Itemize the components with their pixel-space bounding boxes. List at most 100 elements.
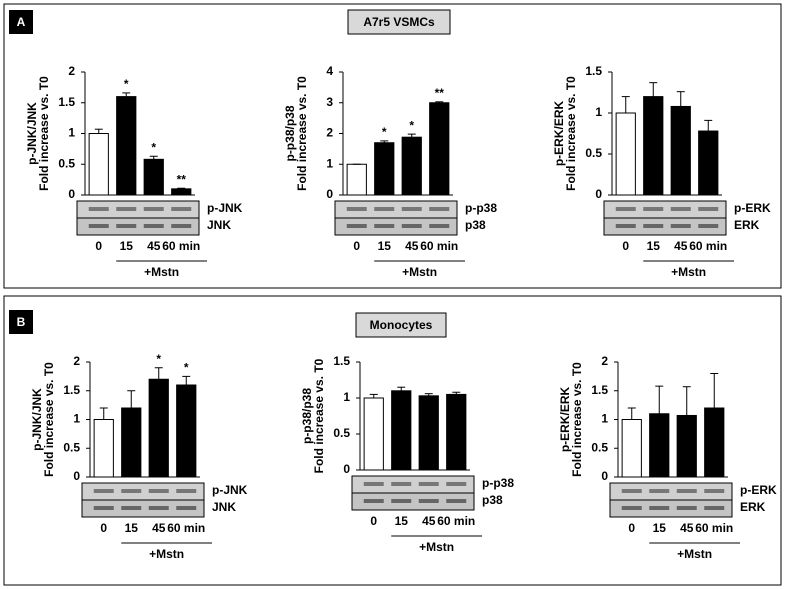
panel-frame bbox=[3, 295, 782, 586]
x-tick-label: 60 min bbox=[420, 239, 458, 253]
blot-band bbox=[116, 224, 137, 228]
blot-band bbox=[148, 489, 169, 493]
y-tick-label: 1 bbox=[326, 156, 333, 170]
x-tick-label: 45 bbox=[405, 239, 419, 253]
x-tick-label: 15 bbox=[395, 514, 409, 528]
y-tick-label: 1 bbox=[343, 390, 350, 404]
blot-band bbox=[649, 506, 670, 510]
blot-label: p-ERK bbox=[740, 483, 777, 497]
x-tick-label: 60 min bbox=[695, 521, 733, 535]
blot-band bbox=[171, 224, 192, 228]
blot-band bbox=[171, 207, 192, 211]
y-tick-label: 1 bbox=[73, 412, 80, 426]
blot bbox=[334, 217, 458, 236]
bar bbox=[429, 102, 450, 196]
blot bbox=[81, 499, 205, 518]
blot-band bbox=[676, 489, 697, 493]
blot-label: JNK bbox=[212, 500, 236, 514]
blot-band bbox=[176, 506, 197, 510]
y-tick-label: 3 bbox=[326, 95, 333, 109]
bar bbox=[704, 407, 725, 478]
x-tick-label: 0 bbox=[353, 239, 360, 253]
blot-label: p-p38 bbox=[465, 201, 497, 215]
x-tick-label: 0 bbox=[622, 239, 629, 253]
blot-band bbox=[643, 224, 664, 228]
blot-band bbox=[615, 224, 636, 228]
bar bbox=[93, 419, 114, 478]
y-tick-label: 0 bbox=[595, 187, 602, 201]
blot-band bbox=[698, 224, 719, 228]
y-tick-label: 1 bbox=[595, 105, 602, 119]
blot-label: p38 bbox=[465, 218, 486, 232]
bar bbox=[649, 413, 670, 478]
blot-label: p-ERK bbox=[734, 201, 771, 215]
blot-band bbox=[621, 489, 642, 493]
blot-band bbox=[446, 482, 467, 486]
y-axis-label: p-JNK/JNK bbox=[25, 102, 39, 165]
significance: ** bbox=[177, 172, 187, 186]
bar bbox=[698, 130, 719, 196]
y-axis-label: Fold increase vs. T0 bbox=[564, 76, 578, 191]
y-tick-label: 0.5 bbox=[585, 146, 602, 160]
panel-frame bbox=[3, 3, 782, 289]
y-tick-label: 1.5 bbox=[63, 383, 80, 397]
bar bbox=[418, 395, 439, 471]
y-axis-label: Fold increase vs. T0 bbox=[42, 362, 56, 477]
blot-band bbox=[391, 482, 412, 486]
blot-band bbox=[93, 506, 114, 510]
x-tick-label: 45 bbox=[680, 521, 694, 535]
blot bbox=[76, 217, 200, 236]
bar bbox=[346, 163, 367, 196]
blot-band bbox=[88, 224, 109, 228]
blot-band bbox=[121, 489, 142, 493]
y-tick-label: 2 bbox=[73, 354, 80, 368]
significance: * bbox=[124, 77, 129, 91]
blot-band bbox=[148, 506, 169, 510]
blot-band bbox=[649, 489, 670, 493]
significance: * bbox=[156, 352, 161, 366]
blot-band bbox=[143, 224, 164, 228]
blot-band bbox=[670, 207, 691, 211]
x-tick-label: 45 bbox=[674, 239, 688, 253]
blot-band bbox=[93, 489, 114, 493]
panel-title: A7r5 VSMCs bbox=[363, 15, 435, 29]
blot-band bbox=[374, 224, 395, 228]
x-tick-label: 0 bbox=[370, 514, 377, 528]
bar bbox=[143, 158, 164, 196]
blot-label: p-p38 bbox=[482, 476, 514, 490]
y-tick-label: 1 bbox=[601, 412, 608, 426]
treatment-label: +Mstn bbox=[149, 547, 184, 561]
blot-band bbox=[346, 224, 367, 228]
blot bbox=[351, 492, 475, 511]
treatment-label: +Mstn bbox=[402, 265, 437, 279]
bar bbox=[363, 397, 384, 471]
y-tick-label: 1.5 bbox=[58, 95, 75, 109]
blot-band bbox=[429, 224, 450, 228]
y-axis-label: Fold increase vs. T0 bbox=[37, 76, 51, 191]
blot-band bbox=[401, 224, 422, 228]
panel-label: A bbox=[17, 15, 26, 29]
panel-label-box bbox=[9, 310, 33, 334]
significance: * bbox=[151, 140, 156, 154]
blot-band bbox=[704, 506, 725, 510]
significance: * bbox=[382, 125, 387, 139]
blot-band bbox=[391, 499, 412, 503]
y-tick-label: 0 bbox=[601, 469, 608, 483]
blot-band bbox=[88, 207, 109, 211]
x-tick-label: 15 bbox=[125, 521, 139, 535]
x-tick-label: 60 min bbox=[167, 521, 205, 535]
blot-band bbox=[429, 207, 450, 211]
blot-band bbox=[401, 207, 422, 211]
significance: ** bbox=[435, 86, 445, 100]
blot-band bbox=[676, 506, 697, 510]
y-axis-label: p-ERK/ERK bbox=[558, 387, 572, 453]
blot-label: p-JNK bbox=[207, 201, 243, 215]
y-tick-label: 1.5 bbox=[591, 383, 608, 397]
bar bbox=[121, 407, 142, 478]
blot-band bbox=[346, 207, 367, 211]
blot bbox=[603, 217, 727, 236]
significance: * bbox=[184, 361, 189, 375]
panel-title: Monocytes bbox=[370, 318, 433, 332]
y-axis-label: p-p38/p38 bbox=[300, 388, 314, 444]
blot-band bbox=[446, 499, 467, 503]
